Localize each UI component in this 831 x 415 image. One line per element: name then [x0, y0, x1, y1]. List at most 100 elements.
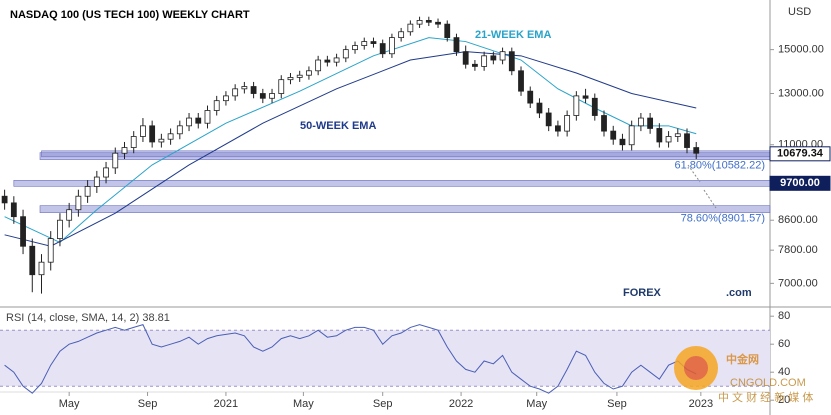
logo-circle-inner: [684, 356, 708, 380]
candle-body: [20, 216, 26, 247]
y-tick-label: 7800.00: [778, 244, 818, 256]
candle-body: [379, 43, 386, 55]
x-tick-label: May: [526, 398, 547, 410]
rsi-y-tick-label: 20: [778, 394, 790, 406]
level-band: [41, 150, 771, 158]
y-tick-label: 8600.00: [778, 214, 818, 226]
candle-body: [490, 55, 497, 61]
cn-logo: 中金网: [726, 352, 759, 366]
candle-body: [342, 49, 349, 59]
candle-body: [684, 133, 690, 148]
candle-body: [186, 117, 192, 127]
cngold-watermark: 中金网 CNGOLD.COM 中 文 财 经 新 媒 体: [674, 346, 813, 404]
cn-site: CNGOLD.COM: [730, 377, 806, 389]
candle-body: [93, 176, 100, 187]
candle-body: [389, 37, 395, 55]
candle-body: [84, 186, 91, 197]
candle-body: [555, 125, 561, 132]
candle-body: [361, 41, 368, 46]
y-tick-label: 15000.00: [778, 44, 824, 56]
candle-body: [250, 86, 257, 94]
candle-body: [416, 20, 423, 25]
x-tick-label: Sep: [138, 398, 158, 410]
candle-body: [628, 125, 635, 146]
candle-body: [665, 136, 672, 143]
candle-body: [610, 130, 617, 140]
candle-body: [57, 219, 63, 239]
fib-label: 61.80%(10582.22): [674, 160, 765, 172]
rsi-y-tick-label: 40: [778, 366, 790, 378]
candle-body: [481, 55, 488, 67]
brand: FOREX: [623, 287, 662, 299]
candle-body: [223, 95, 229, 102]
candle-body: [425, 20, 432, 23]
candle-body: [47, 238, 54, 263]
x-tick-label: May: [293, 398, 314, 410]
level-label: 10679.34: [777, 148, 824, 160]
candle-body: [1, 195, 8, 204]
rsi-band: [0, 330, 770, 387]
candle-body: [306, 70, 312, 76]
fib-band: [39, 205, 771, 213]
candle-body: [66, 209, 73, 221]
ema-label: 50-WEEK EMA: [300, 120, 376, 132]
rsi-title: RSI (14, close, SMA, 14, 2) 38.81: [6, 312, 170, 324]
candle-body: [674, 133, 681, 137]
candle-body: [140, 125, 146, 137]
candle-body: [370, 41, 377, 44]
candle-body: [195, 117, 202, 124]
x-tick-label: Sep: [373, 398, 393, 410]
x-tick-label: Sep: [607, 398, 627, 410]
fib-label: 78.60%(8901.57): [681, 213, 765, 225]
rsi-y-tick-label: 60: [778, 338, 790, 350]
candle-body: [637, 117, 644, 127]
candle-body: [536, 102, 543, 114]
candle-body: [112, 152, 119, 169]
candle-body: [527, 90, 534, 104]
cn-slogan: 中 文 财 经 新 媒 体: [718, 390, 813, 404]
candle-body: [315, 59, 322, 72]
level-label-box: [769, 175, 831, 191]
candle-body: [176, 125, 183, 135]
candle-body: [269, 93, 275, 99]
candle-body: [453, 37, 460, 53]
candle-body: [619, 138, 626, 146]
candle-body: [499, 51, 506, 61]
candle-body: [213, 100, 220, 111]
candle-body: [259, 93, 266, 99]
candle-body: [545, 112, 552, 127]
y-tick-label: 7000.00: [778, 277, 818, 289]
candle-body: [518, 70, 524, 92]
candle-body: [352, 45, 358, 51]
candle-body: [647, 117, 654, 129]
candle-body: [158, 138, 165, 143]
chart-title: NASDAQ 100 (US TECH 100) WEEKLY CHART: [10, 9, 250, 21]
x-tick-label: 2023: [689, 398, 713, 410]
candle-body: [462, 51, 469, 65]
candle-body: [296, 74, 303, 78]
candle-body: [398, 31, 405, 39]
candle-body: [582, 95, 589, 99]
candle-body: [693, 147, 700, 154]
currency-label: USD: [788, 6, 811, 18]
ema-label: 21-WEEK EMA: [475, 29, 551, 41]
x-tick-label: 2022: [449, 398, 473, 410]
candle-body: [333, 57, 340, 63]
rsi-line: [4, 323, 697, 394]
projection-arrows: [687, 164, 717, 209]
candle-body: [241, 86, 248, 90]
candle-body: [204, 110, 211, 124]
candle-body: [407, 23, 414, 33]
candle-body: [435, 21, 441, 25]
rsi-y-tick-label: 80: [778, 310, 790, 322]
candle-body: [121, 147, 128, 154]
candle-body: [564, 115, 571, 132]
forex-watermark: FOREX .com: [623, 287, 752, 299]
candle-body: [508, 51, 515, 72]
candle-body: [324, 59, 331, 63]
y-tick-label: 13000.00: [778, 87, 824, 99]
candle-body: [29, 245, 36, 276]
ema-line: [4, 51, 697, 247]
candle-body: [38, 261, 45, 276]
